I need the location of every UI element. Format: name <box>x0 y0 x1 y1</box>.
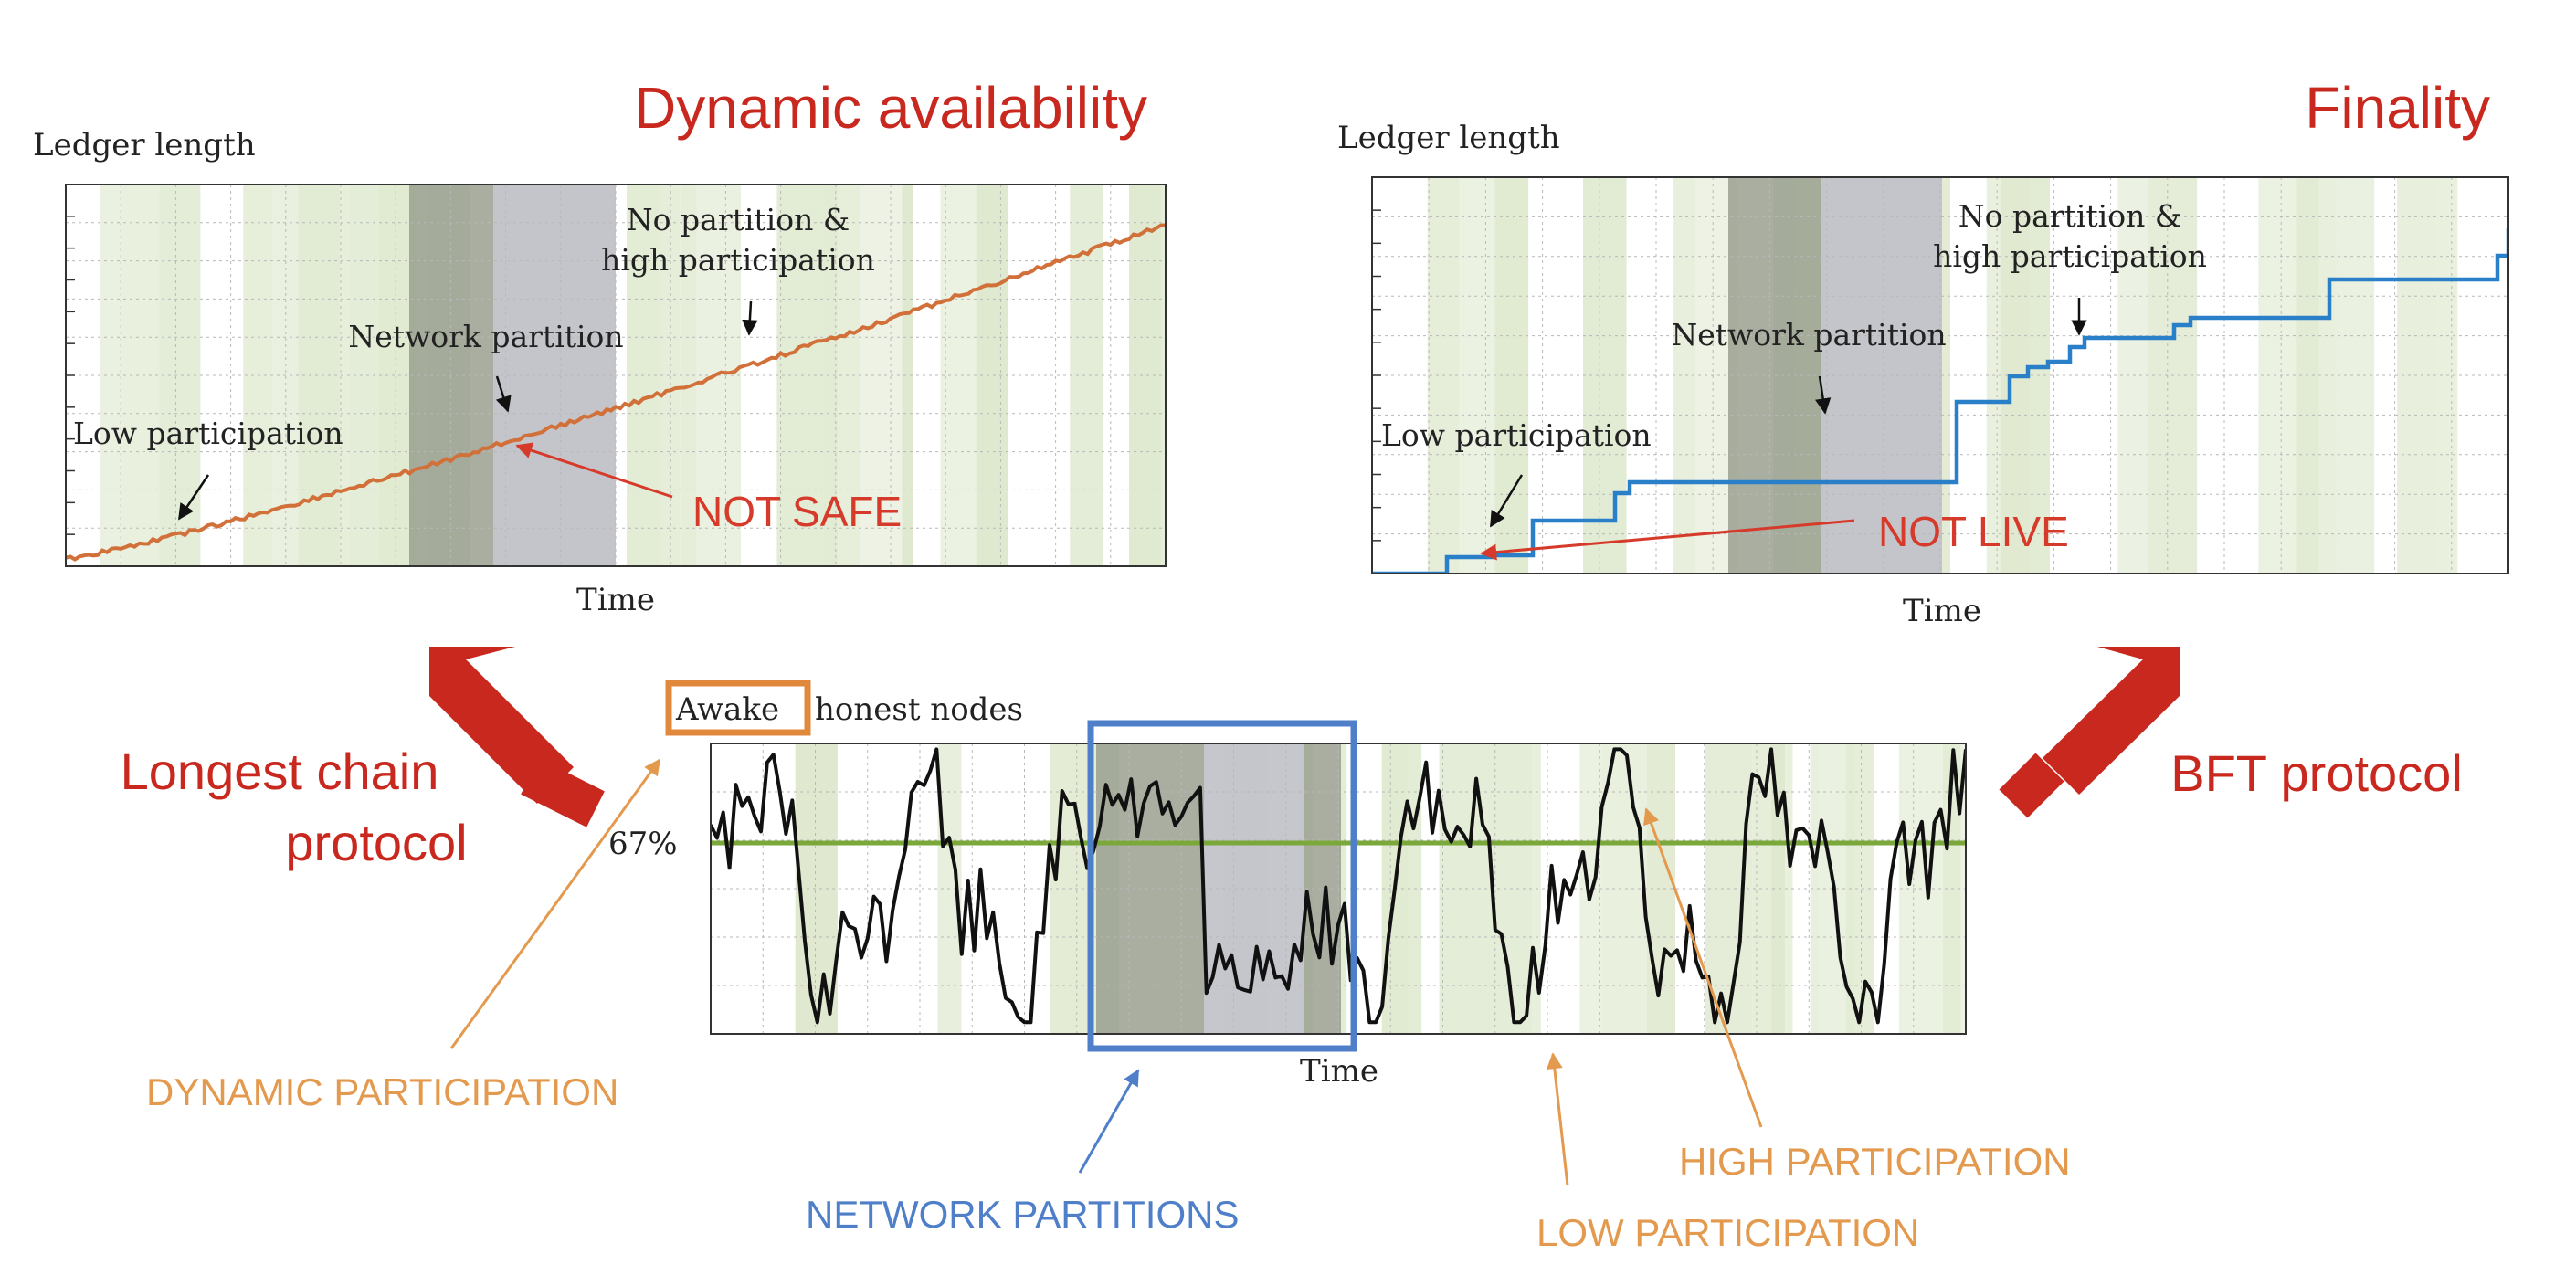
left-chart-xlabel: Time <box>576 582 655 618</box>
bottom-chart: Awake honest nodes 67% Time <box>608 680 1967 1090</box>
right-annot-low-participation-arrow <box>1489 474 1524 528</box>
not-live-label: NOT LIVE <box>1878 508 2069 555</box>
participation-band <box>902 184 913 566</box>
left-chart-ylabel: Ledger length <box>33 127 256 163</box>
participation-band <box>1810 743 1820 1034</box>
network-partitions-arrow <box>1078 1069 1140 1174</box>
arrow-up-left-icon <box>429 647 605 827</box>
participation-band <box>2030 177 2051 574</box>
right-annot-network-partition-arrow <box>1815 375 1832 415</box>
left-annot-low-participation-arrow <box>177 474 210 521</box>
bft-protocol-label: BFT protocol <box>2170 744 2463 802</box>
participation-band <box>100 184 121 566</box>
left-ledger-line <box>66 223 1166 562</box>
low-participation-label: LOW PARTICIPATION <box>1536 1211 1919 1254</box>
left-grid <box>66 184 1166 566</box>
participation-band <box>838 184 860 566</box>
left-annot-no-partition-1: No partition & <box>627 202 850 237</box>
participation-band <box>1673 177 1695 574</box>
participation-band <box>1338 743 1347 1034</box>
participation-band <box>339 184 349 566</box>
participation-band <box>1855 743 1874 1034</box>
awake-highlight-box <box>665 680 811 736</box>
not-safe-arrow <box>515 442 673 499</box>
right-annot-no-partition-1: No partition & <box>1958 198 2181 234</box>
right-ledger-line <box>1372 228 2508 574</box>
participation-band <box>120 184 160 566</box>
arrow-up-right-icon <box>1999 647 2180 818</box>
left-annot-network-partition-arrow <box>495 375 512 413</box>
left-ticks <box>66 216 75 535</box>
left-annot-no-partition-2: high participation <box>601 242 875 278</box>
participation-band <box>2335 177 2375 574</box>
high-participation-label: HIGH PARTICIPATION <box>1679 1140 2071 1183</box>
dynamic-participation-arrow <box>449 758 661 1049</box>
participation-band <box>940 184 977 566</box>
low-participation-arrow <box>1546 1052 1569 1186</box>
awake-nodes-line <box>711 747 1966 1025</box>
participation-band <box>1771 743 1786 1034</box>
left-annot-low-participation: Low participation <box>73 416 343 451</box>
participation-band <box>660 184 681 566</box>
right-chart: Finality Ledger length Time No partition… <box>1337 75 2509 629</box>
longest-chain-label-2: protocol <box>285 814 467 871</box>
right-chart-title: Finality <box>2305 75 2490 141</box>
right-chart-ylabel: Ledger length <box>1337 120 1560 156</box>
participation-band <box>1960 743 1966 1034</box>
participation-band <box>823 184 839 566</box>
right-chart-xlabel: Time <box>1903 593 1981 629</box>
network-partitions-label: NETWORK PARTITIONS <box>806 1193 1239 1236</box>
longest-chain-label-1: Longest chain <box>121 743 439 800</box>
bottom-grid <box>711 743 1966 1034</box>
participation-band <box>2258 177 2297 574</box>
right-annot-network-partition: Network partition <box>1671 317 1946 353</box>
right-grid <box>1372 177 2508 574</box>
right-annot-no-partition-2: high participation <box>1933 238 2207 274</box>
bottom-ylabel-awake: Awake <box>675 691 779 728</box>
left-annot-no-partition-arrow <box>742 300 758 336</box>
left-chart-title: Dynamic availability <box>634 75 1147 141</box>
not-live-arrow <box>1480 519 1855 561</box>
dynamic-participation-label: DYNAMIC PARTICIPATION <box>146 1070 618 1113</box>
right-ticks <box>1372 209 1381 542</box>
right-annot-low-participation: Low participation <box>1381 417 1652 453</box>
not-safe-label: NOT SAFE <box>692 488 902 535</box>
bottom-ylabel-rest: honest nodes <box>815 691 1023 728</box>
participation-band <box>298 184 340 566</box>
left-annot-network-partition: Network partition <box>348 319 623 354</box>
bottom-chart-xlabel: Time <box>1300 1053 1378 1090</box>
network-partition-highlight-box <box>1087 720 1357 1052</box>
participation-band <box>1161 184 1166 566</box>
left-chart: Dynamic availability Ledger length Time … <box>33 75 1167 618</box>
participation-band <box>1785 743 1793 1034</box>
high-participation-arrow <box>1643 807 1763 1128</box>
bottom-chart-frame <box>710 743 1967 1035</box>
threshold-label: 67% <box>608 826 678 862</box>
